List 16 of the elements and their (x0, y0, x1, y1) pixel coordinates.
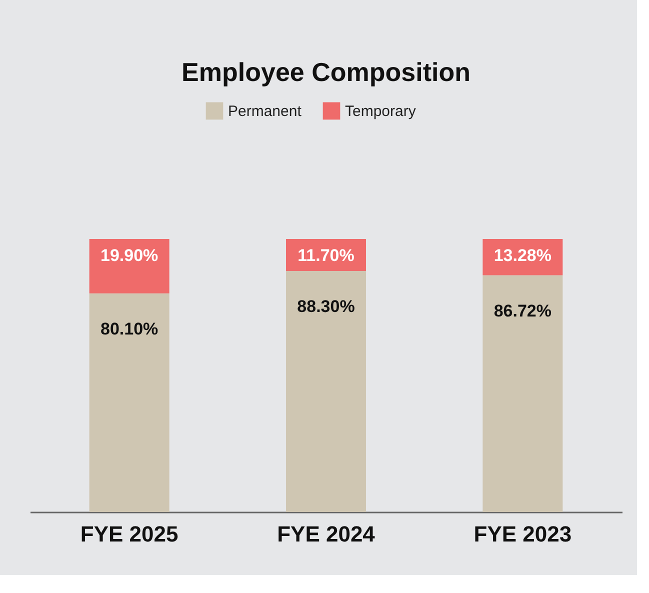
bar (89, 293, 170, 512)
x-tick-label: FYE 2025 (80, 522, 178, 546)
bar (286, 270, 366, 512)
data-label: 86.72% (494, 301, 552, 320)
x-tick-label: FYE 2023 (474, 522, 572, 546)
data-label: 80.10% (100, 319, 158, 338)
data-label: 13.28% (494, 246, 552, 265)
data-label: 19.90% (100, 246, 158, 265)
data-label: 88.30% (297, 296, 355, 316)
chart-title: Employee Composition (182, 57, 470, 87)
bar (482, 275, 563, 512)
legend-label: Permanent (228, 102, 302, 120)
legend-label: Temporary (345, 102, 416, 120)
data-label: 11.70% (298, 246, 354, 265)
x-tick-label: FYE 2024 (277, 522, 376, 546)
bar (89, 239, 170, 294)
